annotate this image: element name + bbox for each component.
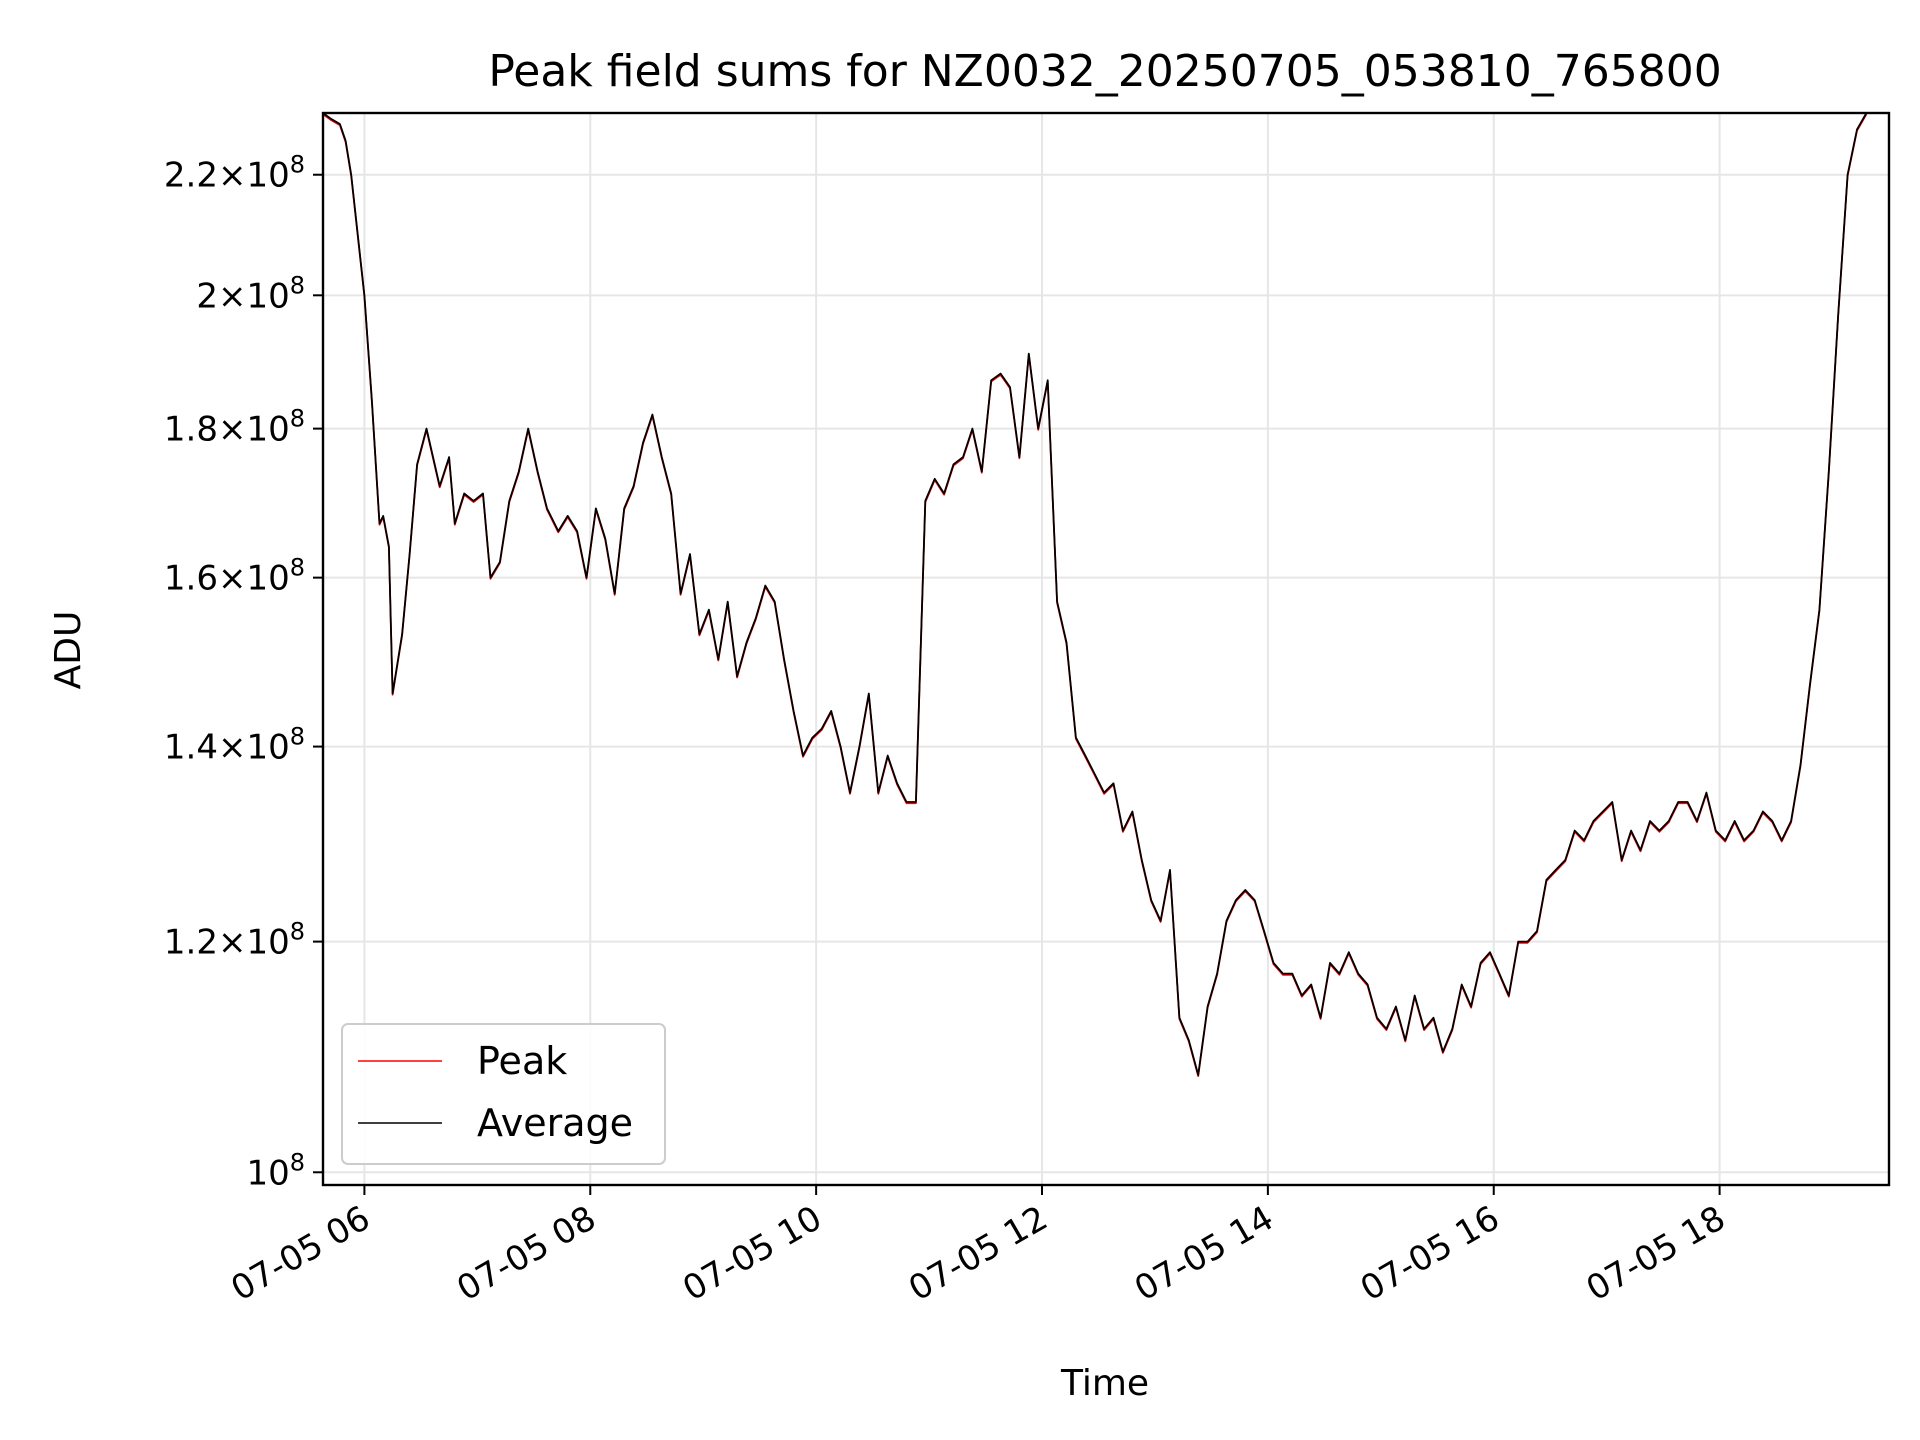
- chart-title: Peak field sums for NZ0032_20250705_0538…: [488, 46, 1721, 97]
- x-axis-label: Time: [1060, 1363, 1149, 1404]
- y-tick-label: 1.4×108: [164, 723, 305, 768]
- y-tick-label: 108: [246, 1148, 305, 1193]
- y-tick-label: 1.2×108: [164, 918, 305, 963]
- legend: Peak Average: [341, 1023, 666, 1165]
- plot-frame: [321, 111, 1891, 1187]
- y-axis-label: ADU: [48, 611, 89, 690]
- y-tick-label: 2×108: [196, 271, 305, 316]
- y-tick-label: 1.6×108: [164, 554, 305, 599]
- legend-box: [341, 1023, 666, 1165]
- legend-label-peak: Peak: [477, 1039, 567, 1083]
- grid: [323, 113, 1889, 1185]
- y-tick-label: 1.8×108: [164, 405, 305, 450]
- y-axis: 108 1.2×108 1.4×108 1.6×108 1.8×108 2×108 2.2×…: [164, 151, 323, 1193]
- y-tick-label: 2.2×108: [164, 151, 305, 196]
- legend-label-average: Average: [477, 1101, 633, 1145]
- series-line-average: [323, 113, 1868, 1076]
- series-layer: [323, 113, 1868, 1078]
